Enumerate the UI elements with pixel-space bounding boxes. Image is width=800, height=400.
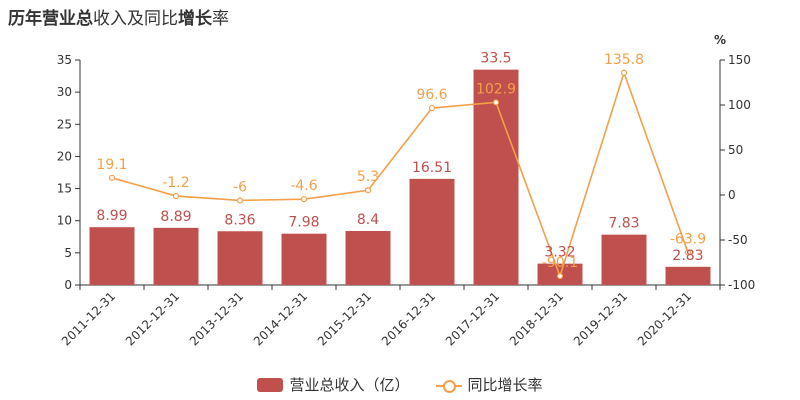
y-right-tick-label: 50 bbox=[728, 143, 743, 157]
x-tick-label: 2017-12-31 bbox=[443, 289, 502, 348]
legend-label-growth: 同比增长率 bbox=[467, 376, 543, 394]
y-left-tick-label: 15 bbox=[57, 182, 72, 196]
growth-value-label: -90.1 bbox=[542, 255, 578, 271]
x-tick-label: 2013-12-31 bbox=[187, 289, 246, 348]
line-point bbox=[684, 249, 692, 256]
line-point bbox=[428, 104, 436, 112]
y-right-unit: % bbox=[714, 33, 726, 47]
growth-value-label: -6 bbox=[233, 179, 247, 195]
x-tick-label: 2012-12-31 bbox=[123, 289, 182, 348]
bar bbox=[345, 231, 391, 285]
legend-item-growth[interactable]: 同比增长率 bbox=[435, 374, 543, 395]
chart-title: 历年营业总收入及同比增长率 bbox=[8, 9, 229, 29]
y-left-tick-label: 30 bbox=[57, 85, 72, 99]
growth-value-label: 5.3 bbox=[357, 169, 379, 185]
bar-value-label: 7.98 bbox=[288, 215, 319, 231]
bar bbox=[153, 227, 199, 285]
line-point bbox=[300, 196, 308, 203]
x-tick-label: 2014-12-31 bbox=[251, 289, 310, 348]
growth-line bbox=[111, 70, 689, 279]
bar-value-label: 8.89 bbox=[160, 209, 191, 225]
y-left-tick-label: 10 bbox=[57, 214, 72, 228]
growth-value-label: 19.1 bbox=[96, 157, 127, 173]
bar bbox=[217, 231, 263, 285]
y-left-tick-label: 20 bbox=[57, 149, 72, 163]
bar-value-label: 8.36 bbox=[224, 212, 255, 228]
legend-label-revenue: 营业总收入（亿） bbox=[289, 376, 410, 394]
y-left-tick-label: 0 bbox=[64, 278, 72, 292]
y-right-tick-label: 0 bbox=[728, 188, 736, 202]
line-point bbox=[556, 272, 564, 280]
y-left-tick-label: 25 bbox=[57, 117, 72, 131]
y-left-tick-label: 5 bbox=[64, 246, 72, 260]
y-right-tick-label: 100 bbox=[728, 98, 751, 112]
bar bbox=[409, 178, 455, 285]
line-point bbox=[108, 174, 116, 181]
bar-value-label: 2.83 bbox=[672, 248, 703, 264]
bar-value-label: 7.83 bbox=[608, 216, 639, 232]
growth-value-label: -4.6 bbox=[290, 178, 317, 194]
y-right-tick-label: 150 bbox=[728, 53, 751, 67]
line-point bbox=[172, 192, 180, 200]
x-tick-label: 2019-12-31 bbox=[571, 289, 630, 348]
x-tick-label: 2015-12-31 bbox=[315, 289, 374, 348]
y-right-tick-label: -100 bbox=[728, 278, 755, 292]
bar-value-label: 8.4 bbox=[357, 212, 379, 228]
line-swatch-icon bbox=[435, 378, 462, 393]
line-point bbox=[236, 197, 244, 204]
bar-value-label: 33.5 bbox=[480, 51, 511, 67]
x-tick-label: 2016-12-31 bbox=[379, 289, 438, 348]
bar bbox=[473, 69, 519, 286]
bar bbox=[665, 266, 711, 285]
bar-value-label: 3.32 bbox=[544, 245, 575, 261]
growth-value-label: 102.9 bbox=[476, 81, 516, 97]
legend: 营业总收入（亿） 同比增长率 bbox=[0, 374, 800, 395]
growth-value-label: 135.8 bbox=[604, 52, 644, 68]
growth-value-label: -1.2 bbox=[162, 175, 189, 191]
bar bbox=[601, 234, 647, 285]
growth-value-label: -63.9 bbox=[670, 232, 706, 248]
growth-value-label: 96.6 bbox=[416, 87, 447, 103]
y-left-tick-label: 35 bbox=[57, 53, 72, 67]
bar bbox=[281, 233, 327, 285]
legend-item-revenue[interactable]: 营业总收入（亿） bbox=[257, 374, 410, 395]
line-point bbox=[492, 99, 500, 106]
bar-swatch-icon bbox=[257, 377, 284, 392]
x-tick-label: 2018-12-31 bbox=[507, 289, 566, 348]
line-point bbox=[620, 69, 628, 76]
x-tick-label: 2020-12-31 bbox=[635, 289, 694, 348]
line-point bbox=[364, 187, 372, 194]
bar-value-label: 16.51 bbox=[412, 160, 452, 176]
y-right-tick-label: -50 bbox=[728, 233, 748, 247]
bar-value-label: 8.99 bbox=[96, 208, 127, 224]
x-tick-label: 2011-12-31 bbox=[59, 289, 118, 348]
bar bbox=[89, 227, 135, 285]
